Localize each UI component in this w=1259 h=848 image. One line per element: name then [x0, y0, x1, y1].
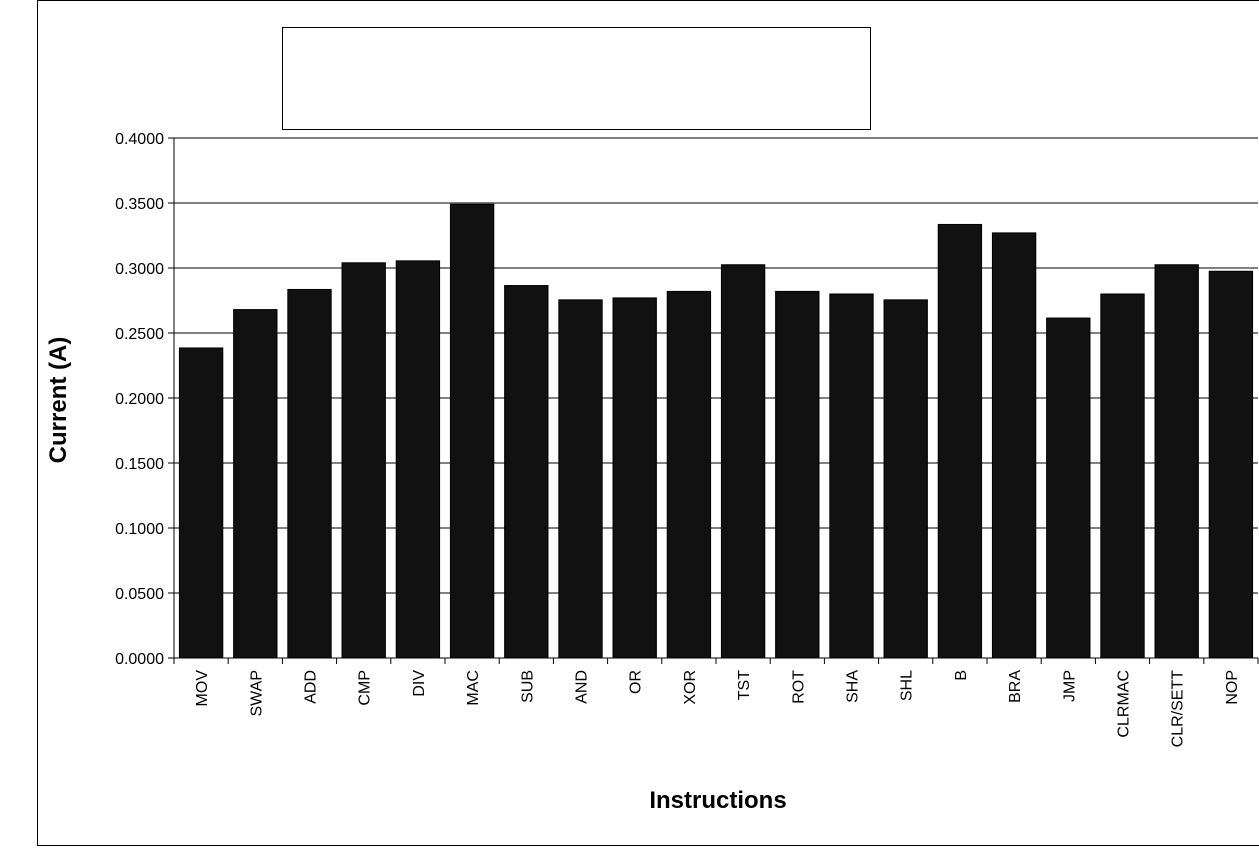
bar-rot [775, 290, 820, 659]
bar-sub [504, 285, 549, 659]
x-tick-label: B [953, 670, 970, 681]
bar-b [937, 223, 983, 659]
y-tick-label: 0.0500 [115, 586, 164, 603]
y-tick-label: 0.2000 [115, 391, 164, 408]
x-tick-label: TST [736, 670, 753, 700]
bars [178, 203, 1254, 659]
bar-mov [178, 347, 224, 659]
bar-cmp [341, 262, 386, 659]
y-tick-label: 0.3000 [115, 261, 164, 278]
x-tick-label: AND [574, 670, 591, 704]
x-tick-label: XOR [682, 670, 699, 705]
bar-clrmac [1100, 293, 1145, 659]
x-axis-title: Instructions [649, 787, 786, 814]
x-tick-label: OR [628, 670, 645, 694]
x-tick-labels: MOV SWAP ADD CMP DIV MAC SUB AND OR XOR TST ROT SHA S… [194, 670, 1241, 748]
bar-div [395, 260, 441, 659]
y-axis-title: Current (A) [45, 337, 72, 464]
x-tick-label: MAC [465, 670, 482, 706]
x-tick-label: ADD [303, 670, 320, 704]
bar-jmp [1046, 317, 1091, 659]
y-tick-labels: 0.0000 0.0500 0.1000 0.1500 0.2000 0.2500 0.30… [115, 131, 164, 668]
x-tick-label: CMP [357, 670, 374, 706]
x-tick-label: JMP [1061, 670, 1078, 702]
bar-shl [883, 299, 928, 659]
y-tick-label: 0.3500 [115, 196, 164, 213]
x-tick-label: MOV [194, 670, 211, 707]
bar-clr-sett [1154, 264, 1199, 659]
gridlines [174, 137, 1258, 594]
bar-tst [720, 264, 766, 659]
legend-box [282, 27, 871, 130]
bar-nop [1208, 270, 1254, 659]
y-tick-label: 0.4000 [115, 131, 164, 148]
x-tick-label: ROT [790, 670, 807, 704]
x-tick-label: CLRMAC [1116, 670, 1133, 738]
x-tick-label: SWAP [248, 670, 265, 717]
x-tick-label: SUB [519, 670, 536, 703]
x-tick-label: SHA [845, 670, 862, 703]
bar-or [612, 297, 657, 659]
x-tick-label: DIV [411, 670, 428, 697]
x-tick-label: BRA [1007, 670, 1024, 703]
y-tick-label: 0.0000 [115, 651, 164, 668]
bar-sha [829, 293, 874, 659]
x-tick-label: SHL [899, 670, 916, 701]
bar-xor [666, 290, 712, 659]
bar-and [558, 299, 603, 659]
bar-bra [991, 232, 1037, 659]
y-tick-label: 0.2500 [115, 326, 164, 343]
y-tick-label: 0.1500 [115, 456, 164, 473]
x-tick-label: NOP [1224, 670, 1241, 705]
bar-swap [233, 309, 278, 659]
y-tick-label: 0.1000 [115, 521, 164, 538]
x-tick-label: CLR/SETT [1170, 670, 1187, 748]
bar-add [287, 288, 332, 659]
axes [168, 137, 1259, 664]
bar-mac [449, 203, 495, 659]
